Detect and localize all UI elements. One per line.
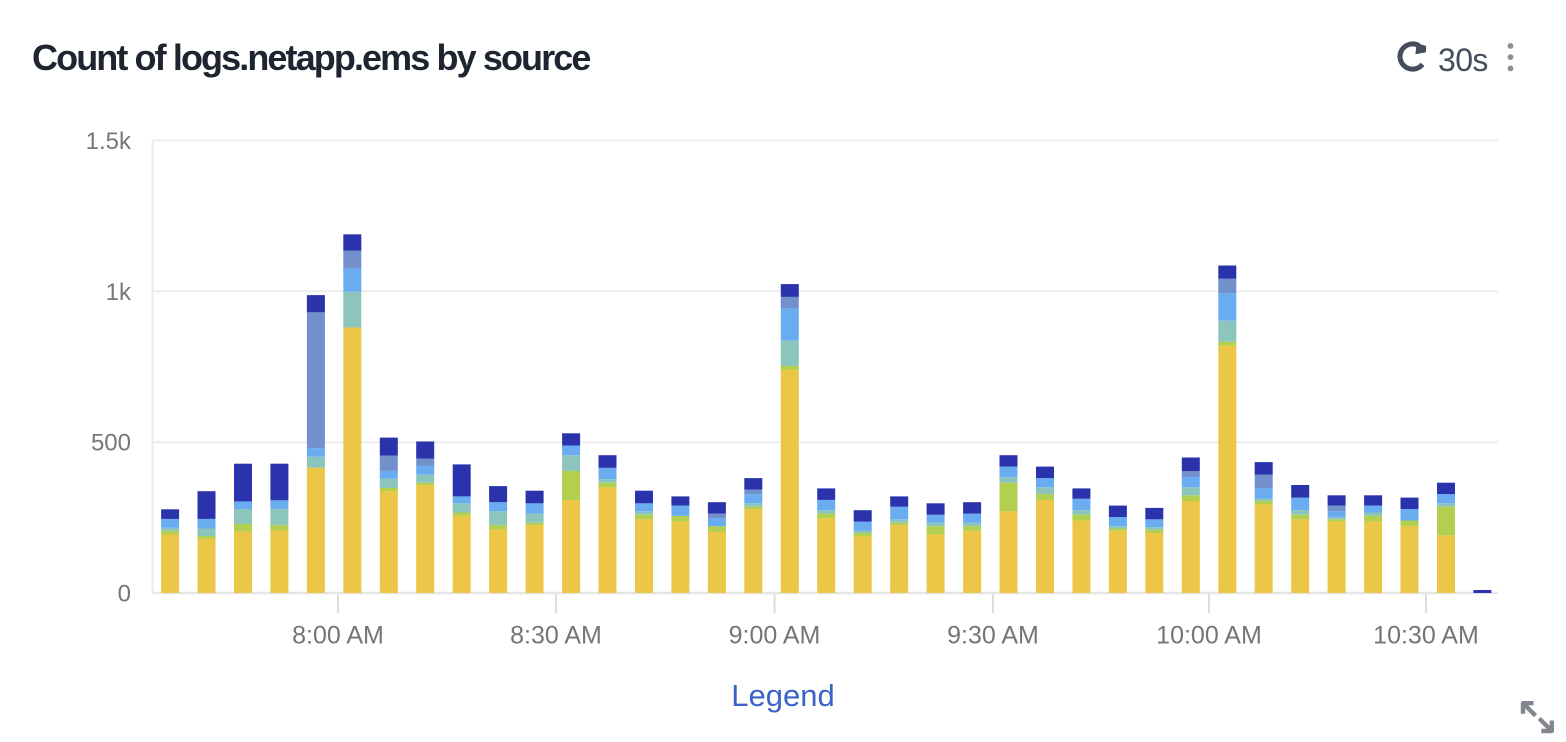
svg-text:1k: 1k	[106, 279, 132, 306]
svg-text:10:00 AM: 10:00 AM	[1156, 622, 1262, 650]
svg-text:1.5k: 1.5k	[86, 128, 132, 155]
svg-text:8:00 AM: 8:00 AM	[292, 622, 384, 650]
svg-text:9:30 AM: 9:30 AM	[947, 622, 1039, 650]
svg-text:9:00 AM: 9:00 AM	[729, 622, 821, 650]
svg-text:0: 0	[118, 581, 131, 608]
svg-text:10:30 AM: 10:30 AM	[1373, 622, 1479, 650]
svg-text:500: 500	[91, 430, 131, 457]
svg-text:8:30 AM: 8:30 AM	[510, 622, 602, 650]
